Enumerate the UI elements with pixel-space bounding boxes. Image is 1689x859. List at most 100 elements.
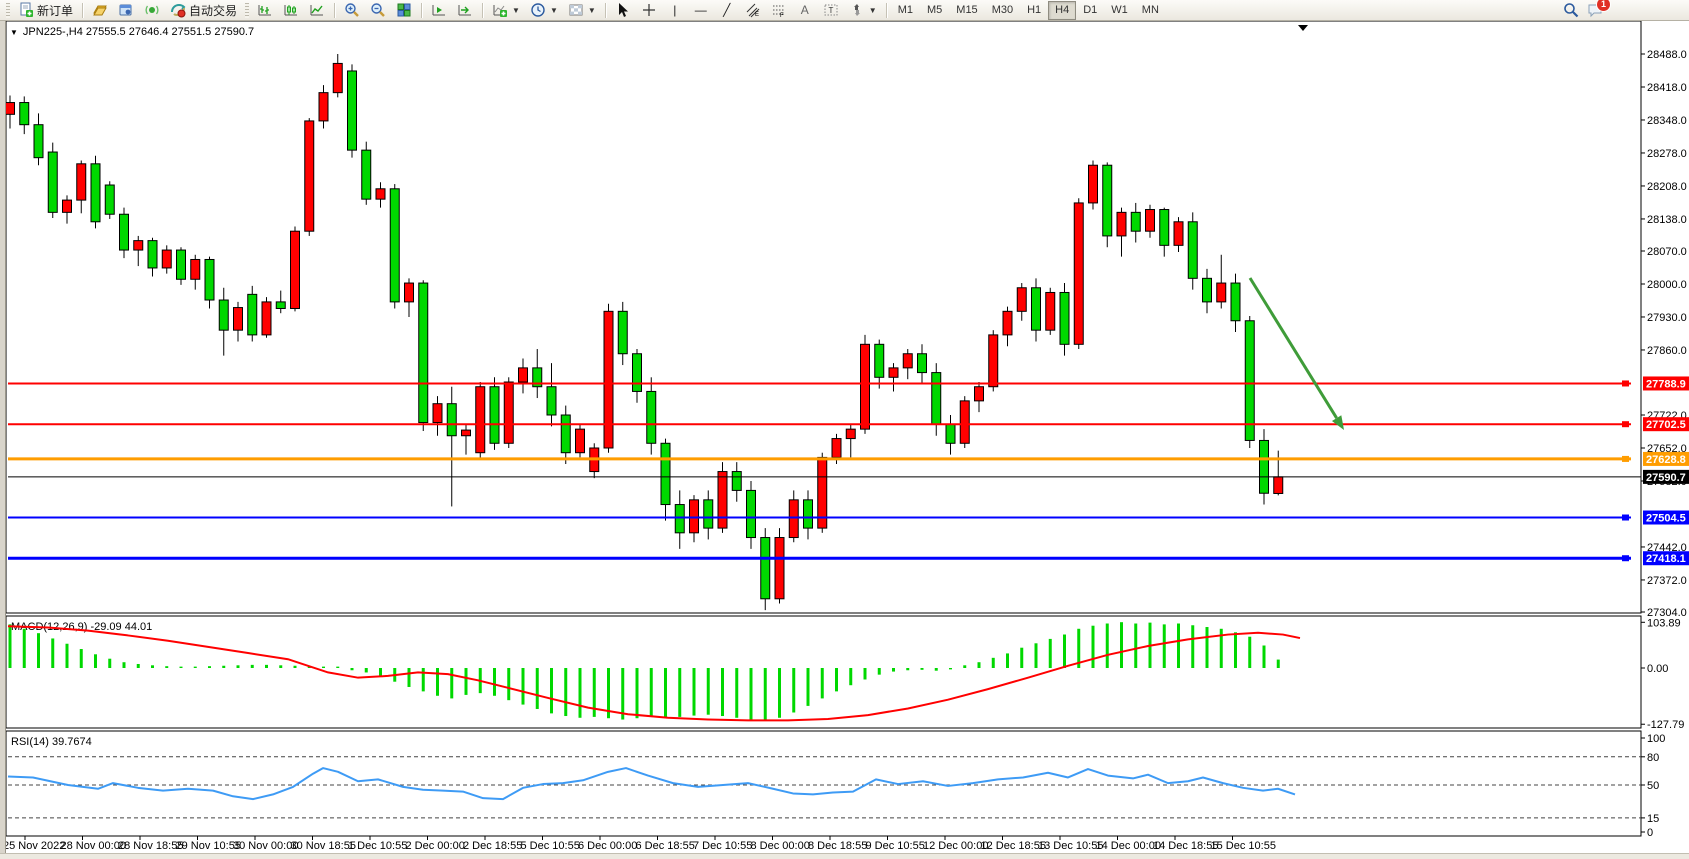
candle-body (888, 367, 899, 378)
toolbar-grip[interactable] (6, 2, 10, 18)
time-axis-label: 6 Dec 00:00 (578, 840, 637, 852)
candle-body (945, 423, 956, 444)
chart-collapse-icon[interactable]: ▼ (10, 27, 18, 37)
candle (760, 528, 771, 611)
candle (62, 195, 72, 224)
price-label-text: 27788.9 (1646, 378, 1686, 390)
candlestick-chart-icon (284, 5, 298, 16)
timeframe-button-m30[interactable]: M30 (991, 3, 1014, 16)
trend-arrow-line[interactable] (1248, 277, 1338, 419)
indicators-button[interactable]: ▼ (487, 0, 525, 21)
timeframe-button-m1[interactable]: M1 (897, 3, 913, 16)
candle (418, 280, 429, 432)
market-watch-button[interactable] (87, 0, 113, 21)
toolbar-separator (82, 2, 84, 18)
zoom-in-button[interactable] (339, 0, 365, 21)
auto-trading-button[interactable]: 自动交易 (165, 0, 242, 21)
timeframe-button-h4[interactable]: H4 (1048, 0, 1077, 20)
candlestick-chart-button[interactable] (278, 0, 304, 21)
tile-windows-button[interactable] (391, 0, 417, 21)
line-handle[interactable] (1622, 421, 1629, 428)
new-order-button[interactable]: 新订单 (13, 0, 78, 21)
notification-badge: 1 (1596, 0, 1611, 12)
toolbar-grip[interactable] (245, 2, 250, 18)
candle-body (603, 310, 614, 449)
horizontal-line-tool-button[interactable]: — (688, 0, 714, 21)
candle (546, 363, 557, 427)
line-handle[interactable] (1622, 514, 1629, 521)
candle (1202, 268, 1212, 314)
candle (1259, 429, 1269, 505)
candle (432, 396, 443, 436)
timeframe-button-m15[interactable]: M15 (956, 3, 978, 16)
auto-scroll-button[interactable] (426, 0, 452, 21)
candle (532, 349, 543, 399)
vertical-line-tool-button[interactable]: | (662, 0, 688, 21)
candle (746, 480, 756, 549)
fibonacci-tool-button[interactable]: F (766, 0, 792, 21)
time-axis-label: 13 Dec 10:55 (1038, 840, 1103, 852)
candle-body (845, 428, 856, 440)
data-window-icon (119, 4, 132, 16)
candle-body (560, 414, 571, 454)
candle-body (1273, 476, 1284, 494)
toolbar-right-group: 1 (1563, 0, 1611, 18)
candle-body (660, 442, 671, 506)
candle (731, 462, 742, 502)
candle-body (1244, 320, 1255, 441)
candle-body (432, 403, 443, 424)
candle-body (133, 240, 144, 251)
candle (689, 495, 699, 543)
price-tick-label: 28208.0 (1647, 181, 1687, 193)
line-handle[interactable] (1622, 555, 1629, 562)
cursor-tool-button[interactable] (610, 0, 636, 21)
crosshair-tool-button[interactable] (636, 0, 662, 21)
timeframe-button-mn[interactable]: MN (1141, 3, 1159, 16)
candle (1244, 316, 1255, 448)
line-handle[interactable] (1622, 380, 1629, 387)
periods-caret-icon: ▼ (549, 5, 558, 15)
periods-button[interactable]: ▼ (525, 0, 563, 21)
text-tool-button[interactable]: A (792, 0, 818, 21)
candle (1159, 207, 1170, 257)
timeframe-button-h1[interactable]: H1 (1027, 3, 1042, 16)
trendline-tool-button[interactable]: ╱ (714, 0, 740, 21)
line-handle[interactable] (1622, 455, 1629, 462)
timeframe-group: M1 M5 M15 M30 H1 H4 D1 W1 MN (891, 0, 1166, 20)
channel-tool-button[interactable]: E (740, 0, 766, 21)
candle-body (304, 120, 315, 232)
notifications-button[interactable]: 1 (1587, 0, 1611, 18)
chart-title-bar: ▼ JPN225-,H4 27555.5 27646.4 27551.5 275… (10, 26, 254, 38)
timeframe-button-w1[interactable]: W1 (1111, 3, 1128, 16)
chart-shift-button[interactable] (452, 0, 478, 21)
timeframe-button-m5[interactable]: M5 (927, 3, 943, 16)
candle (104, 181, 115, 219)
candle-body (788, 499, 799, 539)
trend-arrow-head[interactable] (1331, 415, 1344, 430)
candle-body (47, 151, 58, 213)
templates-icon (569, 4, 583, 16)
price-tick-label: 27304.0 (1647, 607, 1687, 619)
arrows-tool-button[interactable]: ▼ (844, 0, 882, 21)
zoom-out-button[interactable] (365, 0, 391, 21)
text-label-tool-button[interactable]: T (818, 0, 844, 21)
candle (917, 344, 927, 384)
data-window-button[interactable] (113, 0, 139, 21)
chart-shift-marker[interactable] (1298, 25, 1308, 31)
candle (261, 297, 272, 338)
indicators-caret-icon: ▼ (512, 5, 520, 15)
templates-button[interactable]: ▼ (563, 0, 601, 21)
candle-body (361, 149, 372, 200)
chart-svg[interactable]: 28488.0 28418.0 28348.0 28278.0 28208.0 28138… (0, 21, 1689, 859)
search-icon[interactable] (1563, 2, 1579, 18)
signals-button[interactable] (139, 0, 165, 21)
line-chart-button[interactable] (304, 0, 330, 21)
candle-body (532, 367, 543, 388)
timeframe-button-d1[interactable]: D1 (1083, 3, 1098, 16)
rsi-axis-label: 0 (1647, 827, 1653, 839)
candle (503, 377, 514, 448)
svg-text:F: F (780, 13, 784, 18)
bar-chart-button[interactable] (252, 0, 278, 21)
candle-body (817, 456, 828, 529)
